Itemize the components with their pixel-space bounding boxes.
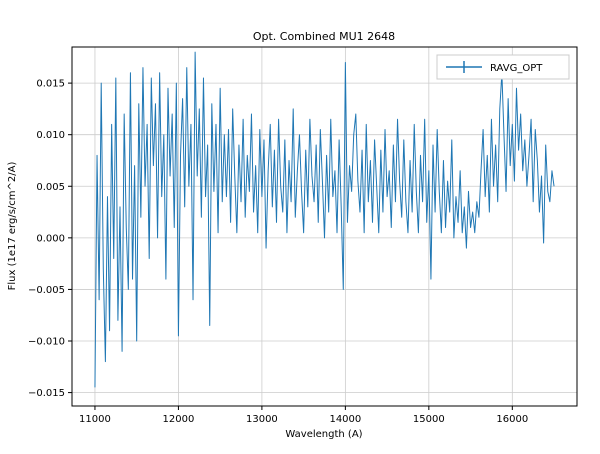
y-tick-label: −0.010 <box>28 337 65 348</box>
y-tick-label: 0.000 <box>36 233 65 244</box>
legend: RAVG_OPT <box>436 54 570 80</box>
y-tick-label: −0.005 <box>28 285 65 296</box>
y-tick-label: 0.010 <box>36 130 65 141</box>
y-tick-label: −0.015 <box>28 388 65 399</box>
y-tick-label: 0.005 <box>36 182 65 193</box>
tick-layer: 11000 12000 13000 14000 15000 16000 −0.015 −0.0… <box>28 79 528 425</box>
x-tick-label: 13000 <box>246 414 278 425</box>
x-tick-label: 11000 <box>79 414 111 425</box>
x-tick-label: 15000 <box>413 414 445 425</box>
legend-label: RAVG_OPT <box>490 63 543 74</box>
x-axis-label: Wavelength (A) <box>285 429 362 440</box>
data-layer <box>94 51 555 388</box>
x-tick-label: 16000 <box>496 414 528 425</box>
series-line-ravg_opt <box>94 51 555 388</box>
chart-title: Opt. Combined MU1 2648 <box>253 30 395 43</box>
x-tick-label: 14000 <box>329 414 361 425</box>
axes-box <box>71 46 578 407</box>
y-tick-label: 0.015 <box>36 79 65 90</box>
x-tick-label: 12000 <box>163 414 195 425</box>
y-axis-label: Flux (1e17 erg/s/cm^2/A) <box>7 162 18 291</box>
